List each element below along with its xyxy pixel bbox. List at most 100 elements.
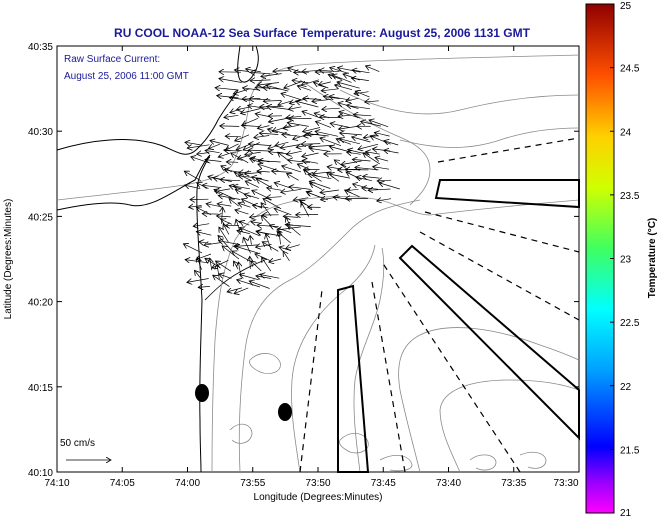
current-vector [257,171,270,172]
current-vector [184,171,201,182]
current-vector [183,244,203,254]
current-vector [339,126,360,129]
colorbar-tick-label: 22 [620,382,632,393]
current-vector [245,152,261,155]
surface-current-vectors [183,66,400,294]
current-vector [249,144,271,146]
colorbar [585,3,615,514]
x-tick-label: 73:35 [501,478,526,489]
current-vector [274,208,292,216]
current-note-line2: August 25, 2006 11:00 GMT [64,71,189,82]
current-vector [187,145,210,148]
colorbar-tick-label: 21.5 [620,445,640,456]
colorbar-tick-label: 24.5 [620,64,640,75]
coastline-long-island [237,45,259,83]
current-vector [309,181,331,189]
current-vector [224,115,239,117]
lane-separation-lines [299,137,580,473]
current-vector [234,246,259,254]
current-vector [218,236,232,251]
current-vector [340,139,360,145]
current-vector [274,183,291,189]
current-vector [297,86,312,91]
x-tick-label: 74:10 [44,478,69,489]
current-vector [302,161,319,164]
shipping-lane-south [337,284,370,473]
current-vector [287,224,301,236]
current-vector [222,246,240,260]
x-tick-label: 73:30 [553,478,578,489]
current-vector [281,189,302,192]
current-vector [320,190,339,193]
current-vector [263,100,282,101]
current-vector [233,186,250,189]
current-vector [267,107,290,110]
colorbar-label: Temperature (°C) [647,218,658,299]
current-vector [224,150,240,151]
current-vector [193,224,210,227]
current-vector [250,80,271,81]
current-vector [320,117,342,118]
y-axis-label: Latitude (Degrees:Minutes) [3,199,14,320]
current-vector [218,153,230,157]
current-vector [358,143,379,149]
current-vector [234,287,249,294]
current-vector [278,152,289,161]
station-marker-west [195,384,209,402]
current-vector [219,227,229,243]
current-vector [301,202,310,217]
current-vector [237,280,261,288]
current-vector [287,174,299,181]
current-vector [352,70,370,73]
current-vector [352,137,371,143]
current-vector [185,142,201,145]
current-vector [296,101,319,108]
current-vector [355,91,370,98]
colorbar-tick-label: 23 [620,255,632,266]
current-vector [219,79,242,83]
current-vector [384,141,399,146]
current-vector [366,66,380,72]
current-vector [330,123,350,128]
current-vector [248,150,269,151]
current-vector [315,131,339,137]
current-vector [287,123,309,127]
current-vector [242,125,260,126]
x-tick-label: 73:55 [240,478,265,489]
x-tick-label: 74:05 [110,478,135,489]
current-vector [332,75,352,83]
current-vector [365,101,379,102]
y-tick-label: 40:20 [28,298,53,309]
current-vector [346,98,359,101]
current-vector [241,108,261,114]
coastline-raritan-bay [56,89,239,155]
current-vector [234,261,239,270]
colorbar-ticks: 25 24.5 24 23.5 23 22.5 22 21.5 21 [610,1,640,518]
current-vector [259,133,279,134]
current-vector [205,150,220,152]
current-vector [374,133,390,137]
current-vector [266,197,282,198]
current-vector [363,153,380,165]
current-vector [213,275,230,287]
current-vector [218,196,241,200]
current-vector [275,142,289,146]
current-vector [223,224,230,235]
current-vector [366,152,380,154]
colorbar-tick-label: 24 [620,127,632,138]
current-vector [273,71,290,72]
x-tick-label: 73:40 [436,478,461,489]
current-vector [345,190,360,198]
current-vector [262,242,279,252]
current-vector [210,141,229,146]
current-vector [369,120,389,128]
colorbar-tick-label: 25 [620,1,632,12]
shipping-lane-southeast [398,244,580,441]
current-vector [219,274,232,279]
current-vector [217,204,232,206]
current-vector [279,247,292,251]
current-vector [375,157,389,161]
current-vector [215,88,239,90]
current-vector [249,281,270,289]
current-vector [245,181,259,188]
